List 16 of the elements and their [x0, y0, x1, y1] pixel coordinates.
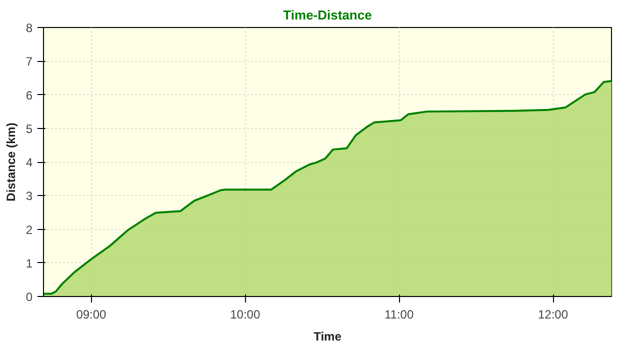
y-tick-label: 6	[26, 88, 33, 102]
y-tick-label: 4	[26, 156, 33, 170]
y-tick-label: 1	[26, 256, 33, 270]
y-axis-title: Distance (km)	[4, 122, 18, 202]
x-tick-label: 09:00	[76, 308, 107, 322]
y-tick-label: 0	[26, 290, 33, 304]
y-tick-label: 3	[26, 189, 33, 204]
y-tick-label: 8	[26, 21, 33, 35]
chart-title: Time-Distance	[283, 8, 372, 22]
y-tick-label: 7	[26, 54, 33, 69]
x-tick-label: 12:00	[538, 308, 568, 322]
y-tick-label: 5	[26, 122, 33, 136]
x-tick-label: 11:00	[384, 308, 414, 322]
y-tick-label: 2	[26, 222, 33, 237]
x-axis-title: Time	[314, 330, 342, 344]
x-tick-label: 10:00	[230, 308, 260, 322]
